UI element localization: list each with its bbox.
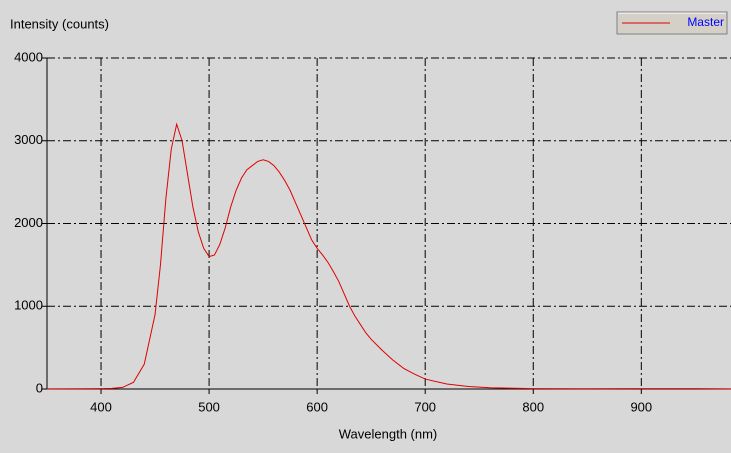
x-axis-title: Wavelength (nm) bbox=[339, 426, 438, 441]
legend: Master bbox=[616, 11, 728, 35]
legend-box bbox=[616, 11, 728, 35]
x-tick-label: 800 bbox=[522, 399, 544, 414]
y-tick-label: 0 bbox=[36, 380, 43, 395]
x-tick-label: 500 bbox=[198, 399, 220, 414]
y-tick-label: 2000 bbox=[14, 215, 43, 230]
x-tick-label: 400 bbox=[90, 399, 112, 414]
x-tick-label: 700 bbox=[414, 399, 436, 414]
x-tick-label: 600 bbox=[306, 399, 328, 414]
x-tick-label: 900 bbox=[630, 399, 652, 414]
data-line bbox=[46, 122, 731, 390]
y-axis-title: Intensity (counts) bbox=[10, 16, 109, 31]
y-tick-label: 4000 bbox=[14, 49, 43, 64]
y-tick-label: 3000 bbox=[14, 132, 43, 147]
y-tick-label: 1000 bbox=[14, 298, 43, 313]
legend-label: Master bbox=[687, 15, 724, 29]
